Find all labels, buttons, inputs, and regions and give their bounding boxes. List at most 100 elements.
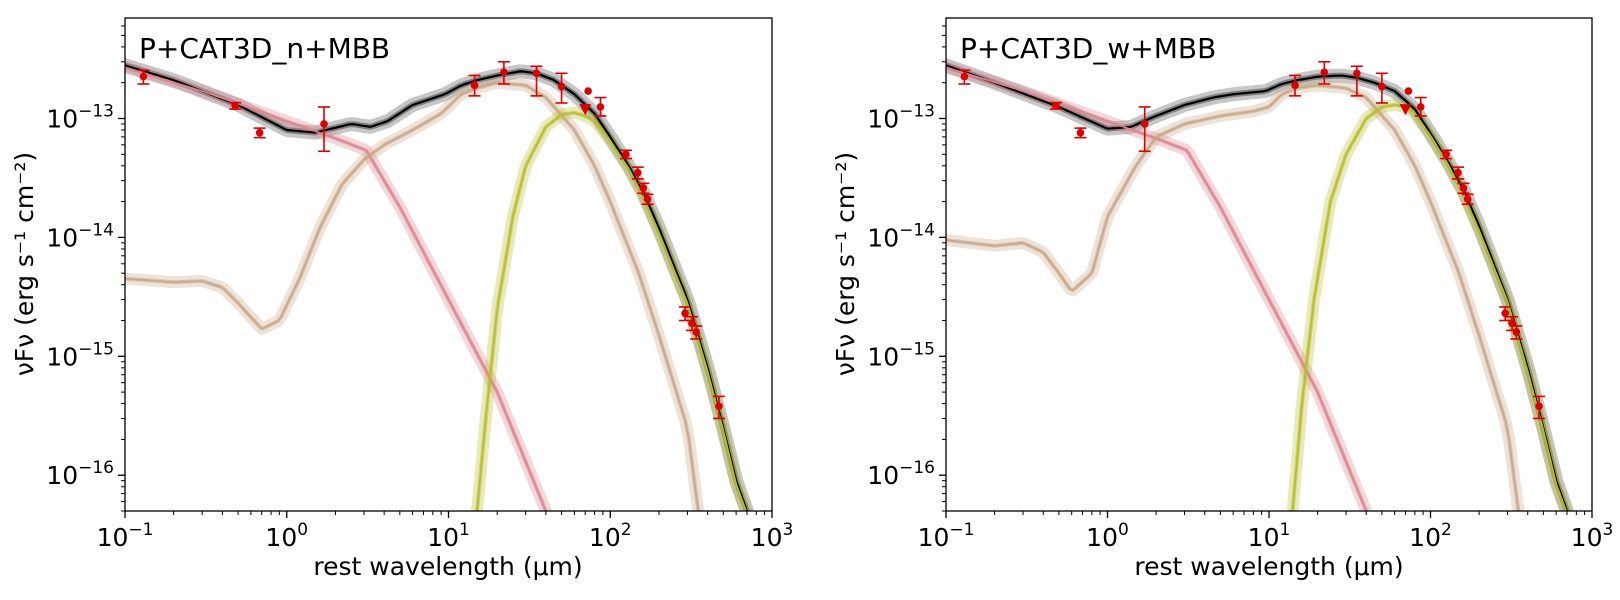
y-tick-label: 10−14 (46, 220, 114, 252)
upper-limit-marker (1399, 104, 1412, 116)
data-point (1375, 72, 1388, 104)
data-marker (1076, 128, 1085, 137)
y-axis-label: νFν (erg s⁻¹ cm⁻²) (10, 152, 39, 376)
y-tick-label: 10−13 (867, 101, 935, 133)
y-tick-label: 10−15 (46, 339, 114, 371)
data-marker (139, 72, 148, 81)
y-tick-label: 10−16 (867, 458, 935, 490)
panel-title: P+CAT3D_w+MBB (960, 32, 1216, 65)
data-point (1289, 74, 1302, 97)
data-point (1499, 306, 1512, 322)
sed-panel-left: 10−1 100 101 102 103 10−16 10−15 10−14 10−13 P+C… (10, 17, 794, 581)
data-marker (500, 68, 508, 77)
y-tick-label: 10−15 (867, 339, 935, 371)
data-point (712, 395, 725, 420)
data-marker (1416, 103, 1425, 111)
data-marker (1501, 309, 1509, 318)
data-point (1050, 101, 1063, 110)
mbb-band (1286, 98, 1573, 511)
data-point (1440, 149, 1453, 160)
data-point (631, 166, 644, 180)
data-point (1404, 87, 1413, 95)
data-marker (596, 103, 605, 111)
data-marker (1535, 402, 1543, 411)
data-point (468, 74, 481, 97)
x-tick-label: 10−1 (97, 520, 154, 552)
data-marker (692, 328, 701, 336)
data-marker (1404, 87, 1413, 95)
x-tick-label: 103 (751, 520, 794, 552)
data-marker (231, 101, 239, 110)
data-marker (1508, 319, 1516, 327)
data-point (229, 101, 242, 110)
data-marker (622, 150, 630, 159)
data-point (1533, 395, 1546, 420)
data-marker (1052, 101, 1060, 110)
data-point (137, 69, 150, 85)
data-marker (643, 195, 652, 203)
agn-disk-curve (946, 66, 1367, 511)
data-point (530, 65, 543, 97)
y-axis-label: νFν (erg s⁻¹ cm⁻²) (831, 152, 860, 376)
data-point (641, 193, 654, 206)
data-marker (639, 184, 648, 192)
y-tick-label: 10−14 (867, 220, 935, 252)
data-point (637, 182, 650, 195)
data-marker (584, 87, 592, 95)
data-point (594, 96, 607, 117)
data-point (318, 106, 331, 153)
data-marker (633, 168, 642, 177)
data-marker (688, 319, 696, 327)
x-axis-label: rest wavelength (μm) (1134, 552, 1403, 581)
data-point (1414, 96, 1427, 117)
x-tick-label: 100 (1086, 520, 1129, 552)
data-point (1138, 106, 1151, 153)
data-point (1457, 182, 1470, 195)
sed-panel-right: 10−1 100 101 102 103 10−16 10−15 10−14 10−13 P+C… (831, 17, 1613, 581)
x-tick-label: 102 (1409, 520, 1452, 552)
panel-title: P+CAT3D_n+MBB (139, 32, 390, 65)
data-marker (470, 81, 479, 90)
data-marker (1512, 328, 1521, 336)
data-point (958, 69, 971, 85)
data-marker (960, 72, 969, 81)
data-marker (1442, 150, 1450, 159)
data-marker (557, 82, 566, 91)
data-marker (1320, 68, 1329, 77)
x-tick-label: 10−1 (918, 520, 975, 552)
data-marker (1454, 168, 1462, 177)
x-tick-label: 102 (589, 520, 632, 552)
agn-disk-curve (125, 66, 547, 511)
data-point (1461, 193, 1474, 206)
x-axis-label: rest wavelength (μm) (313, 552, 582, 581)
data-point (619, 149, 632, 160)
x-tick-label: 101 (427, 520, 470, 552)
torus-curve (946, 84, 1520, 511)
data-point (685, 315, 698, 332)
x-tick-label: 100 (265, 520, 308, 552)
data-marker (1378, 82, 1386, 91)
data-point (1074, 127, 1087, 139)
data-point (253, 127, 266, 139)
data-point (1510, 325, 1523, 340)
data-marker (1463, 195, 1472, 203)
mbb-band-inner (1290, 102, 1569, 511)
y-tick-label: 10−16 (46, 458, 114, 490)
data-point (497, 60, 510, 85)
data-marker (1353, 69, 1361, 78)
upper-limit-marker (579, 104, 592, 116)
data-marker (255, 128, 264, 137)
data-point (1318, 60, 1331, 85)
data-point (679, 306, 692, 322)
data-marker (681, 309, 689, 318)
data-point (690, 325, 703, 340)
data-marker (532, 69, 541, 78)
mbb-curve (476, 111, 747, 511)
x-tick-label: 101 (1248, 520, 1291, 552)
data-marker (1140, 120, 1149, 128)
data-marker (320, 120, 328, 128)
mbb-curve (1291, 104, 1568, 511)
torus-curve (125, 81, 700, 511)
data-marker (715, 402, 723, 411)
